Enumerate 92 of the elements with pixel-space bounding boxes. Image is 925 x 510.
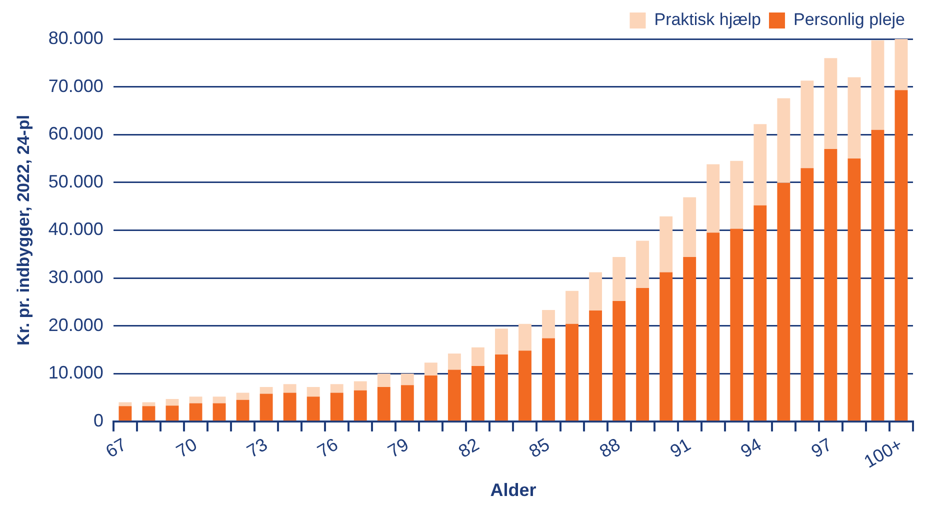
legend-label: Praktisk hjælp (654, 10, 761, 30)
bar (118, 406, 132, 421)
bar (189, 396, 202, 404)
bar (448, 370, 461, 421)
bar (142, 406, 156, 421)
bar (354, 381, 367, 390)
bar (636, 288, 650, 421)
bar (660, 216, 673, 272)
y-tick-label: 70.000 (48, 76, 104, 96)
x-tick-label: 73 (243, 434, 271, 462)
bar (706, 164, 720, 233)
y-tick-label: 50.000 (48, 171, 104, 192)
x-tick-label: 100+ (860, 434, 906, 472)
bar (518, 324, 532, 351)
x-tick-label: 97 (808, 434, 836, 462)
x-tick-label: 85 (526, 434, 553, 462)
bar (424, 376, 438, 421)
bar (566, 324, 578, 421)
bar (166, 398, 179, 406)
bar (236, 400, 250, 421)
bar (542, 338, 555, 421)
bar (377, 387, 390, 421)
y-axis-title: Kr. pr. indbygger, 2022, 24-pl (14, 114, 33, 346)
bar (730, 160, 744, 229)
bar (118, 402, 132, 406)
bar (636, 240, 650, 288)
bar (212, 403, 226, 421)
bar (306, 387, 320, 397)
bar (754, 205, 767, 421)
bar (283, 384, 296, 393)
y-tick-label: 10.000 (48, 362, 104, 383)
y-tick-label: 40.000 (48, 219, 104, 240)
x-tick-label: 88 (596, 434, 624, 462)
bar (330, 392, 344, 421)
bar (754, 124, 767, 206)
bar (800, 168, 814, 421)
bar (777, 182, 790, 421)
bar (824, 58, 838, 149)
bar (283, 392, 296, 421)
bar (189, 403, 202, 421)
bar (471, 366, 484, 421)
bar (706, 232, 720, 421)
bar (894, 90, 908, 421)
bar (306, 396, 320, 421)
bar (424, 362, 438, 376)
bar (542, 310, 555, 338)
x-tick-label: 91 (666, 434, 694, 462)
bar (471, 347, 484, 366)
y-tick-label: 30.000 (48, 266, 104, 287)
bar (377, 374, 390, 388)
y-tick-label: 0 (93, 410, 104, 430)
bar (848, 158, 861, 421)
bar (330, 384, 344, 393)
y-tick-label: 60.000 (48, 124, 104, 144)
legend-label: Personlig pleje (793, 10, 906, 30)
bar (660, 272, 673, 421)
bar (448, 354, 461, 370)
x-axis-title: Alder (490, 480, 536, 500)
y-tick-label: 20.000 (48, 314, 104, 335)
bar (612, 300, 626, 421)
bar (236, 392, 250, 400)
bar (260, 387, 273, 394)
bar (777, 98, 790, 183)
bar (260, 394, 273, 421)
bar (612, 256, 626, 301)
bar (495, 328, 508, 354)
y-tick-label: 80.000 (48, 28, 104, 48)
bar (166, 406, 179, 421)
bar (848, 77, 861, 159)
x-tick-label: 79 (384, 434, 412, 462)
bar (871, 130, 884, 421)
bar (871, 40, 884, 130)
x-tick-label: 67 (102, 434, 130, 462)
bar (400, 385, 414, 421)
x-tick-label: 82 (455, 434, 482, 462)
bar (589, 310, 602, 421)
bar (212, 396, 226, 404)
bar (354, 390, 367, 421)
bar (800, 80, 814, 168)
x-tick-label: 76 (314, 434, 342, 462)
bar (400, 374, 414, 386)
bar (518, 350, 532, 421)
bar (824, 148, 838, 421)
bar (495, 354, 508, 421)
bar (566, 290, 578, 324)
bar (683, 197, 696, 257)
x-tick-label: 70 (172, 434, 200, 462)
x-tick-label: 94 (737, 434, 765, 462)
bar (589, 272, 602, 311)
bar (894, 39, 908, 90)
bar (730, 228, 744, 421)
bar (683, 256, 696, 421)
